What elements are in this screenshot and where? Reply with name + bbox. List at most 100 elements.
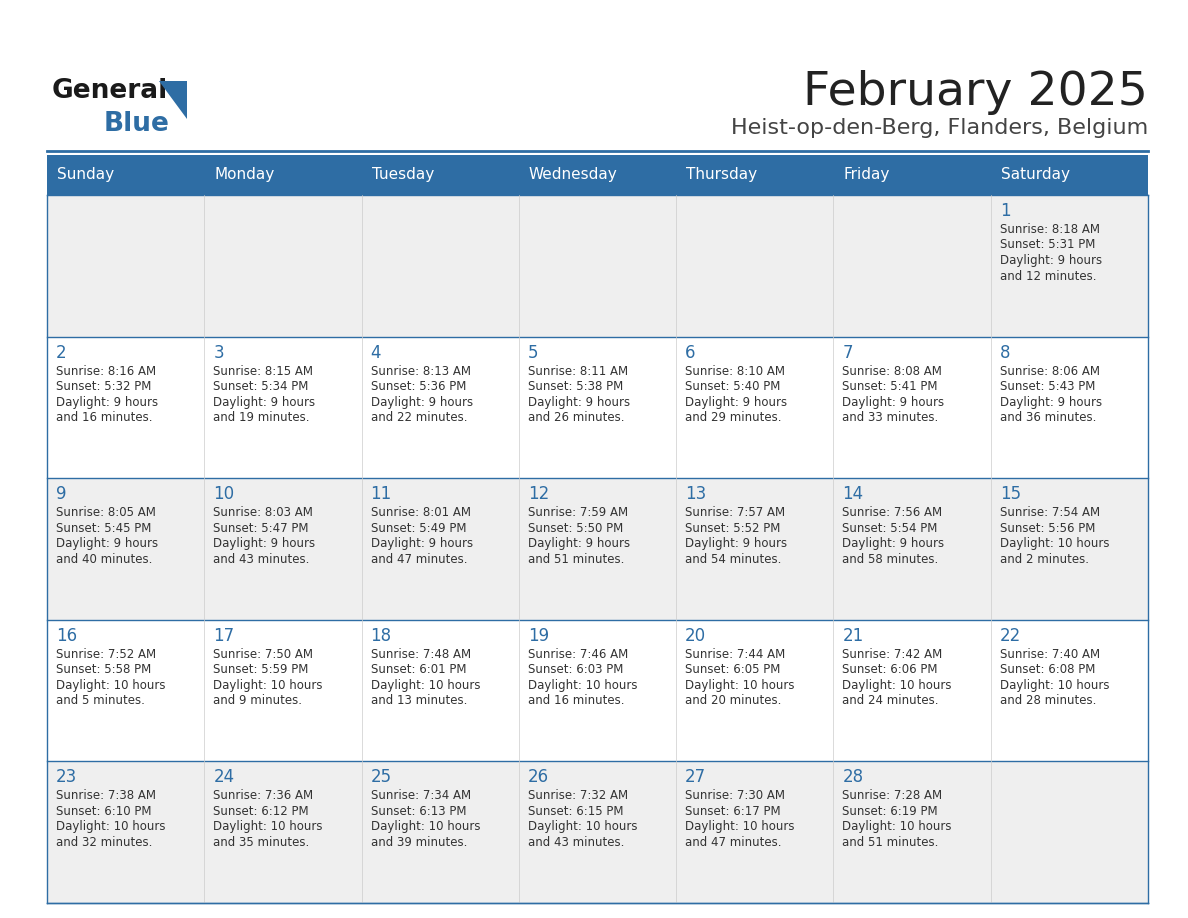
Text: Sunrise: 7:57 AM: Sunrise: 7:57 AM [685, 506, 785, 520]
Text: Sunrise: 8:03 AM: Sunrise: 8:03 AM [214, 506, 314, 520]
Text: Sunrise: 7:54 AM: Sunrise: 7:54 AM [1000, 506, 1100, 520]
Text: Daylight: 10 hours: Daylight: 10 hours [527, 821, 637, 834]
Text: 28: 28 [842, 768, 864, 787]
Bar [519, 761, 676, 903]
Text: 2: 2 [56, 343, 67, 362]
Bar [834, 478, 991, 620]
Text: Daylight: 10 hours: Daylight: 10 hours [685, 821, 795, 834]
Text: and 36 minutes.: and 36 minutes. [1000, 411, 1097, 424]
Text: and 40 minutes.: and 40 minutes. [56, 553, 152, 565]
Text: Daylight: 9 hours: Daylight: 9 hours [56, 396, 158, 409]
Bar [991, 761, 1148, 903]
Text: Sunrise: 8:15 AM: Sunrise: 8:15 AM [214, 364, 314, 377]
Bar [991, 478, 1148, 620]
Text: and 9 minutes.: and 9 minutes. [214, 694, 302, 707]
Text: Daylight: 10 hours: Daylight: 10 hours [56, 821, 165, 834]
Text: 3: 3 [214, 343, 223, 362]
Text: 21: 21 [842, 627, 864, 644]
Text: Sunrise: 7:36 AM: Sunrise: 7:36 AM [214, 789, 314, 802]
Text: General: General [52, 78, 169, 104]
Bar [361, 761, 519, 903]
Text: Sunrise: 8:16 AM: Sunrise: 8:16 AM [56, 364, 156, 377]
Text: and 20 minutes.: and 20 minutes. [685, 694, 782, 707]
Text: and 58 minutes.: and 58 minutes. [842, 553, 939, 565]
Text: Sunrise: 7:28 AM: Sunrise: 7:28 AM [842, 789, 942, 802]
Text: and 43 minutes.: and 43 minutes. [214, 553, 310, 565]
Bar [204, 337, 361, 478]
Text: Daylight: 9 hours: Daylight: 9 hours [527, 396, 630, 409]
Text: Daylight: 9 hours: Daylight: 9 hours [371, 537, 473, 550]
Bar [676, 620, 834, 761]
Text: Daylight: 10 hours: Daylight: 10 hours [1000, 537, 1110, 550]
Text: and 32 minutes.: and 32 minutes. [56, 836, 152, 849]
Text: 22: 22 [1000, 627, 1020, 644]
Bar [48, 761, 204, 903]
Text: 15: 15 [1000, 486, 1020, 503]
Bar [834, 337, 991, 478]
Text: Sunset: 6:12 PM: Sunset: 6:12 PM [214, 805, 309, 818]
Bar [204, 155, 361, 195]
Text: Sunset: 5:36 PM: Sunset: 5:36 PM [371, 380, 466, 393]
Text: and 16 minutes.: and 16 minutes. [56, 411, 152, 424]
Text: 6: 6 [685, 343, 696, 362]
Text: Sunset: 5:31 PM: Sunset: 5:31 PM [1000, 239, 1095, 252]
Bar [834, 195, 991, 337]
Text: Sunset: 5:40 PM: Sunset: 5:40 PM [685, 380, 781, 393]
Bar [519, 478, 676, 620]
Text: Sunset: 5:56 PM: Sunset: 5:56 PM [1000, 521, 1095, 534]
Text: Sunset: 6:05 PM: Sunset: 6:05 PM [685, 664, 781, 677]
Text: 4: 4 [371, 343, 381, 362]
Text: 1: 1 [1000, 202, 1010, 220]
Text: Heist-op-den-Berg, Flanders, Belgium: Heist-op-den-Berg, Flanders, Belgium [731, 118, 1148, 138]
Text: Sunset: 6:01 PM: Sunset: 6:01 PM [371, 664, 466, 677]
Text: and 35 minutes.: and 35 minutes. [214, 836, 310, 849]
Bar [48, 478, 204, 620]
Bar [48, 195, 204, 337]
Bar [48, 337, 204, 478]
Text: Sunset: 6:13 PM: Sunset: 6:13 PM [371, 805, 466, 818]
Bar [361, 195, 519, 337]
Text: and 12 minutes.: and 12 minutes. [1000, 270, 1097, 283]
Text: Sunset: 5:52 PM: Sunset: 5:52 PM [685, 521, 781, 534]
Text: Sunset: 5:34 PM: Sunset: 5:34 PM [214, 380, 309, 393]
Text: Daylight: 9 hours: Daylight: 9 hours [842, 396, 944, 409]
Text: Sunrise: 7:40 AM: Sunrise: 7:40 AM [1000, 648, 1100, 661]
Text: and 5 minutes.: and 5 minutes. [56, 694, 145, 707]
Bar [676, 761, 834, 903]
Text: Sunset: 6:17 PM: Sunset: 6:17 PM [685, 805, 781, 818]
Text: and 16 minutes.: and 16 minutes. [527, 694, 625, 707]
Text: Daylight: 10 hours: Daylight: 10 hours [371, 678, 480, 692]
Text: Daylight: 9 hours: Daylight: 9 hours [56, 537, 158, 550]
Text: Sunset: 5:59 PM: Sunset: 5:59 PM [214, 664, 309, 677]
Text: and 47 minutes.: and 47 minutes. [685, 836, 782, 849]
Text: Daylight: 10 hours: Daylight: 10 hours [685, 678, 795, 692]
Text: and 51 minutes.: and 51 minutes. [527, 553, 624, 565]
Text: Sunrise: 7:59 AM: Sunrise: 7:59 AM [527, 506, 628, 520]
Text: Sunset: 5:50 PM: Sunset: 5:50 PM [527, 521, 624, 534]
Text: Daylight: 10 hours: Daylight: 10 hours [371, 821, 480, 834]
Text: Daylight: 10 hours: Daylight: 10 hours [1000, 678, 1110, 692]
Bar [48, 155, 204, 195]
Bar [204, 620, 361, 761]
Text: 5: 5 [527, 343, 538, 362]
Bar [676, 155, 834, 195]
Text: and 33 minutes.: and 33 minutes. [842, 411, 939, 424]
Text: Sunrise: 7:46 AM: Sunrise: 7:46 AM [527, 648, 628, 661]
Text: 20: 20 [685, 627, 707, 644]
Text: Daylight: 9 hours: Daylight: 9 hours [371, 396, 473, 409]
Bar [991, 620, 1148, 761]
Text: 18: 18 [371, 627, 392, 644]
Text: 25: 25 [371, 768, 392, 787]
Text: and 26 minutes.: and 26 minutes. [527, 411, 625, 424]
Text: Sunrise: 8:18 AM: Sunrise: 8:18 AM [1000, 223, 1100, 236]
Text: Sunrise: 8:05 AM: Sunrise: 8:05 AM [56, 506, 156, 520]
Bar [834, 155, 991, 195]
Bar [676, 478, 834, 620]
Text: Blue: Blue [105, 111, 170, 137]
Text: and 43 minutes.: and 43 minutes. [527, 836, 624, 849]
Text: 16: 16 [56, 627, 77, 644]
Text: Monday: Monday [214, 167, 274, 183]
Text: 13: 13 [685, 486, 707, 503]
Text: 8: 8 [1000, 343, 1010, 362]
Text: 26: 26 [527, 768, 549, 787]
